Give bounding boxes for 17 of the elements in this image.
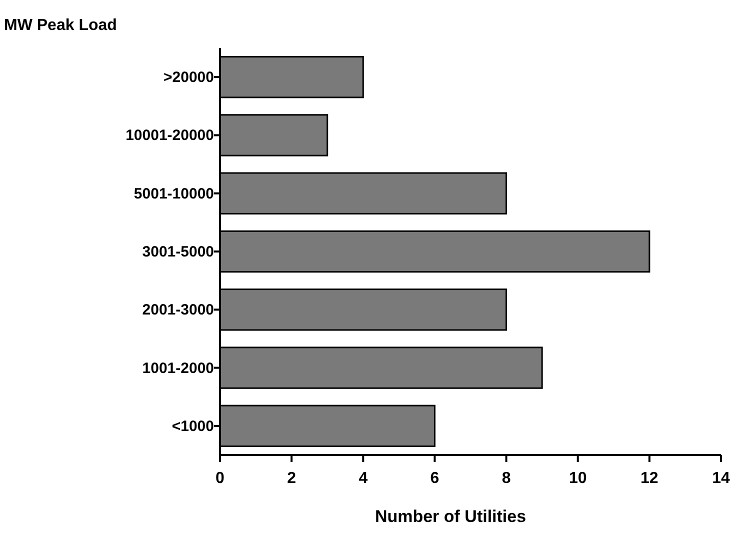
x-tick-label: 8: [502, 470, 511, 487]
y-tick-label: <1000: [172, 418, 214, 435]
y-axis-title: MW Peak Load: [4, 17, 117, 34]
y-tick-label: >20000: [164, 69, 214, 86]
y-tick-label: 1001-2000: [142, 360, 214, 377]
x-tick-label: 10: [568, 470, 587, 487]
x-tick-label: 12: [640, 470, 658, 487]
x-tick-label: 2: [287, 470, 296, 487]
x-tick-label: 0: [216, 470, 225, 487]
y-tick-label: 3001-5000: [142, 244, 214, 260]
y-tick-label: 2001-3000: [142, 302, 214, 319]
y-tick-label: 5001-10000: [134, 185, 214, 202]
x-axis-title: Number of Utilities: [374, 507, 526, 526]
x-tick-label: 4: [358, 470, 368, 487]
x-tick-label: 6: [430, 470, 440, 487]
x-tick-label: 14: [712, 470, 730, 487]
y-tick-label: 10001-20000: [126, 127, 214, 144]
